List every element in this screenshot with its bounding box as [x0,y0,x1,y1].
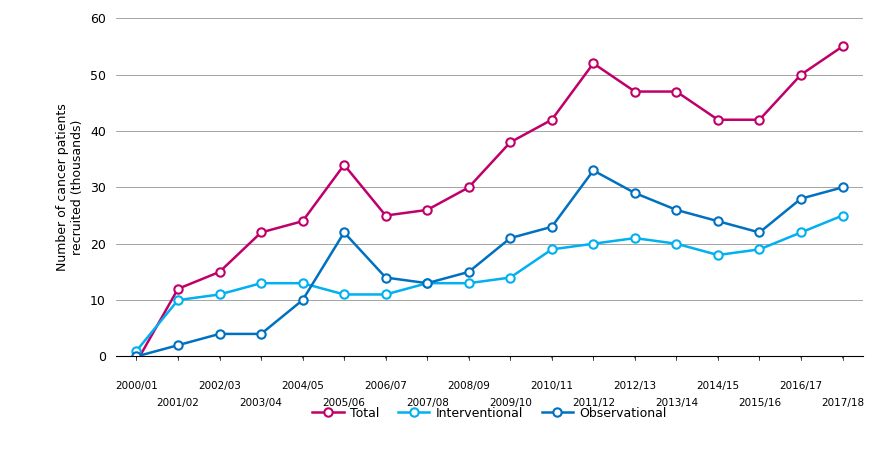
Line: Interventional: Interventional [133,212,846,355]
Observational [131,354,142,359]
Total [464,185,474,190]
Observational [754,230,765,235]
Interventional [464,281,474,286]
Observational [339,230,350,235]
Interventional [546,247,557,252]
Text: 2009/10: 2009/10 [489,398,531,408]
Text: 2003/04: 2003/04 [239,398,282,408]
Observational [713,218,724,224]
Y-axis label: Number of cancer patients
recruited (thousands): Number of cancer patients recruited (tho… [56,103,85,271]
Observational [505,235,515,241]
Interventional [837,213,848,218]
Total [339,162,350,168]
Text: 2002/03: 2002/03 [198,382,241,392]
Text: 2017/18: 2017/18 [821,398,864,408]
Interventional [339,292,350,297]
Total [629,89,640,94]
Interventional [214,292,225,297]
Observational [796,196,806,202]
Interventional [588,241,599,246]
Observational [214,331,225,337]
Text: 2014/15: 2014/15 [696,382,740,392]
Total [255,230,266,235]
Text: 2010/11: 2010/11 [530,382,573,392]
Text: 2015/16: 2015/16 [738,398,781,408]
Text: 2013/14: 2013/14 [655,398,698,408]
Observational [629,190,640,196]
Text: 2008/09: 2008/09 [448,382,490,392]
Text: 2005/06: 2005/06 [323,398,366,408]
Total [173,286,183,292]
Interventional [255,281,266,286]
Total [505,139,515,145]
Text: 2016/17: 2016/17 [780,382,822,392]
Interventional [671,241,682,246]
Total [422,207,433,213]
Total [380,213,391,218]
Text: 2006/07: 2006/07 [364,382,407,392]
Text: 2012/13: 2012/13 [613,382,657,392]
Observational [837,185,848,190]
Total [837,44,848,49]
Observational [464,269,474,275]
Line: Observational: Observational [133,166,846,361]
Interventional [754,247,765,252]
Text: 2011/12: 2011/12 [571,398,615,408]
Text: 2007/08: 2007/08 [406,398,449,408]
Observational [173,342,183,348]
Line: Total: Total [133,43,846,366]
Interventional [629,235,640,241]
Total [297,218,308,224]
Observational [380,275,391,280]
Legend: Total, Interventional, Observational: Total, Interventional, Observational [307,402,672,425]
Observational [588,168,599,173]
Total [214,269,225,275]
Interventional [796,230,806,235]
Total [546,117,557,122]
Total [588,61,599,66]
Text: 2004/05: 2004/05 [281,382,324,392]
Interventional [422,281,433,286]
Interventional [713,252,724,258]
Interventional [131,348,142,354]
Observational [297,298,308,303]
Observational [255,331,266,337]
Observational [546,224,557,229]
Interventional [505,275,515,280]
Interventional [297,281,308,286]
Total [713,117,724,122]
Interventional [380,292,391,297]
Observational [422,281,433,286]
Text: 2001/02: 2001/02 [157,398,199,408]
Total [796,72,806,77]
Total [671,89,682,94]
Text: 2000/01: 2000/01 [115,382,158,392]
Total [754,117,765,122]
Observational [671,207,682,213]
Interventional [173,298,183,303]
Total [131,359,142,365]
